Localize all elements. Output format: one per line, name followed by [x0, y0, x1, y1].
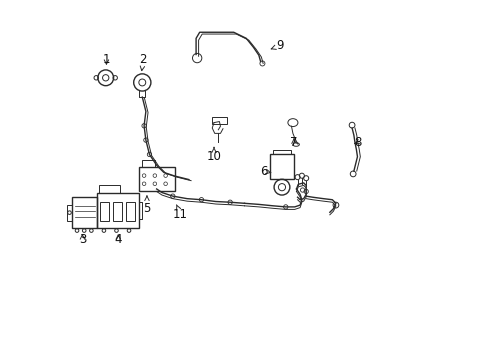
Text: 1: 1	[102, 53, 110, 66]
Bar	[142, 161, 155, 167]
Text: 6: 6	[260, 165, 270, 177]
Bar	[270, 154, 293, 179]
Text: 2: 2	[140, 53, 147, 71]
Bar	[139, 167, 174, 191]
Bar	[72, 197, 97, 228]
Text: 3: 3	[79, 233, 86, 246]
Bar	[126, 202, 135, 221]
Bar	[97, 193, 139, 228]
Bar	[67, 205, 72, 221]
Bar	[99, 185, 120, 193]
Bar	[113, 202, 122, 221]
Text: 4: 4	[114, 233, 122, 246]
Text: 11: 11	[173, 205, 188, 221]
Bar	[212, 117, 226, 125]
Text: 7: 7	[290, 136, 297, 149]
Bar	[100, 202, 109, 221]
Text: 10: 10	[206, 147, 221, 163]
Text: 8: 8	[353, 136, 361, 149]
Bar	[272, 150, 291, 154]
Text: 9: 9	[270, 39, 284, 52]
Text: 5: 5	[143, 196, 150, 215]
